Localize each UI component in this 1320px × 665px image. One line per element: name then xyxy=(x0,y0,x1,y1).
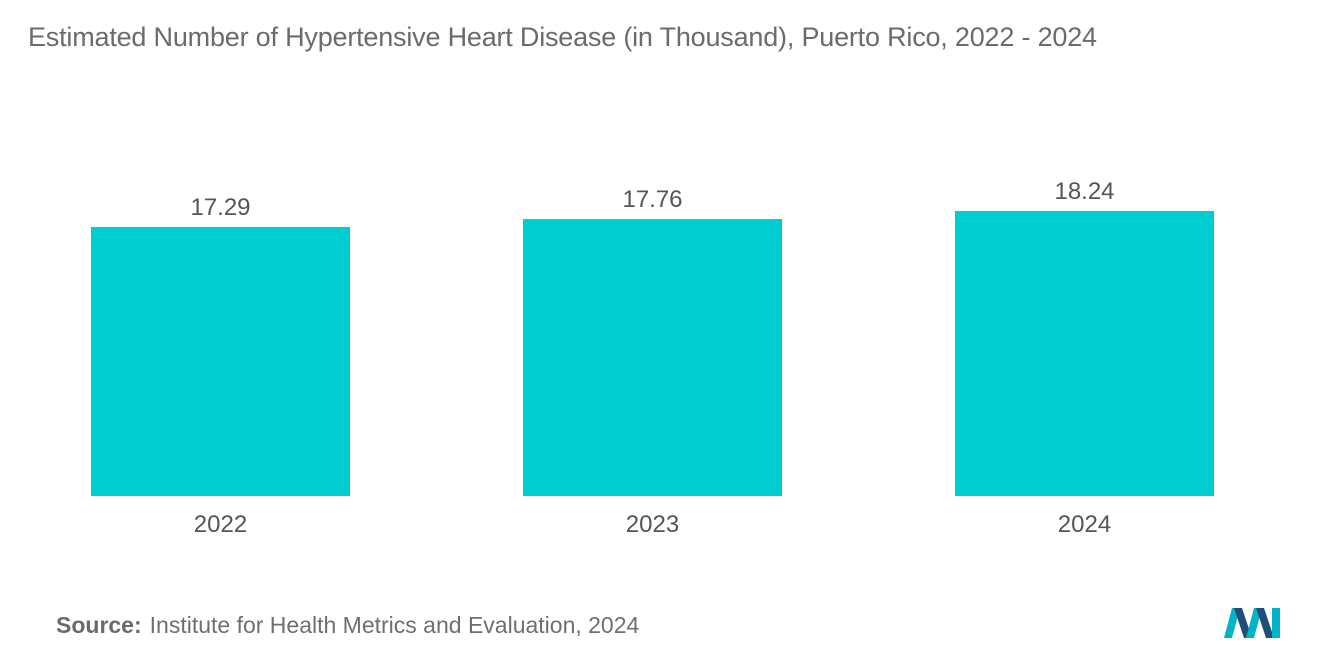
source-note: Source: Institute for Health Metrics and … xyxy=(56,612,639,639)
chart-title: Estimated Number of Hypertensive Heart D… xyxy=(28,22,1097,52)
x-tick-label-2023: 2023 xyxy=(626,511,679,538)
x-tick-label-2022: 2022 xyxy=(194,511,247,538)
bars-layer xyxy=(91,211,1214,496)
bar-2024 xyxy=(955,211,1214,496)
mordor-intelligence-logo-icon xyxy=(1224,604,1290,645)
value-label-2024: 18.24 xyxy=(1054,178,1114,205)
value-labels-layer: 17.29 17.76 18.24 xyxy=(190,178,1114,221)
x-tick-label-2024: 2024 xyxy=(1058,511,1111,538)
source-label: Source: xyxy=(56,612,142,638)
bar-2023 xyxy=(523,219,782,496)
source-text: Institute for Health Metrics and Evaluat… xyxy=(149,612,640,638)
bar-chart: 17.29 17.76 18.24 2022 2023 2024 xyxy=(91,178,1214,538)
x-tick-labels-layer: 2022 2023 2024 xyxy=(194,511,1111,538)
bar-2022 xyxy=(91,227,350,496)
value-label-2022: 17.29 xyxy=(190,194,250,221)
value-label-2023: 17.76 xyxy=(622,186,682,213)
